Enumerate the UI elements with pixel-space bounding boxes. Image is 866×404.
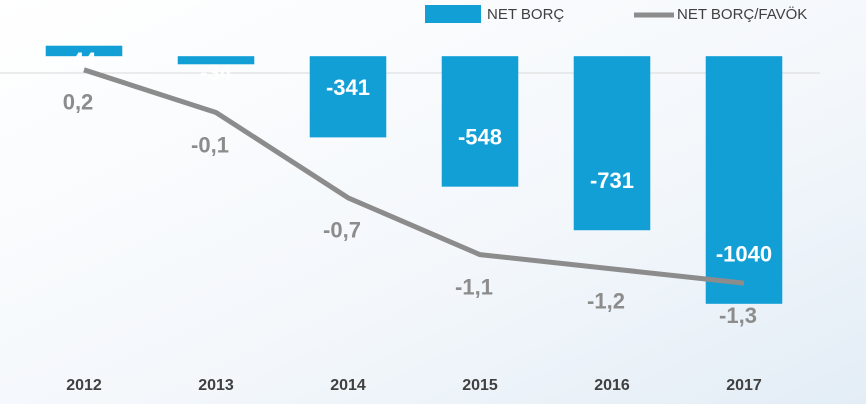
line-label: -0,7 bbox=[323, 218, 361, 243]
legend-label: NET BORÇ/FAVÖK bbox=[677, 5, 807, 23]
bar bbox=[45, 45, 123, 57]
bar bbox=[441, 56, 519, 187]
bar bbox=[573, 56, 651, 231]
line-label: 0,2 bbox=[63, 90, 94, 115]
bar-label: -341 bbox=[326, 75, 370, 100]
bar bbox=[705, 56, 783, 304]
line-label: -1,1 bbox=[455, 274, 493, 299]
line-label: -1,3 bbox=[719, 303, 757, 328]
bar bbox=[309, 56, 387, 138]
bar-label: -731 bbox=[590, 168, 634, 193]
x-tick-label: 2012 bbox=[66, 377, 102, 394]
x-tick-label: 2014 bbox=[330, 377, 366, 394]
x-tick-label: 2016 bbox=[594, 377, 630, 394]
bar bbox=[177, 56, 255, 65]
x-tick-label: 2015 bbox=[462, 377, 498, 394]
legend: NET BORÇ NET BORÇ/FAVÖK bbox=[425, 5, 807, 23]
legend-swatch bbox=[425, 5, 481, 23]
x-tick-label: 2017 bbox=[726, 377, 762, 394]
x-tick-label: 2013 bbox=[198, 377, 234, 394]
legend-label: NET BORÇ bbox=[487, 6, 564, 23]
line-label: -0,1 bbox=[191, 132, 229, 157]
line bbox=[83, 67, 745, 286]
bar-label: -548 bbox=[458, 124, 502, 149]
bar-label: -34 bbox=[200, 60, 233, 85]
line-label: -1,2 bbox=[587, 289, 625, 314]
bar-label: -1040 bbox=[716, 242, 772, 267]
